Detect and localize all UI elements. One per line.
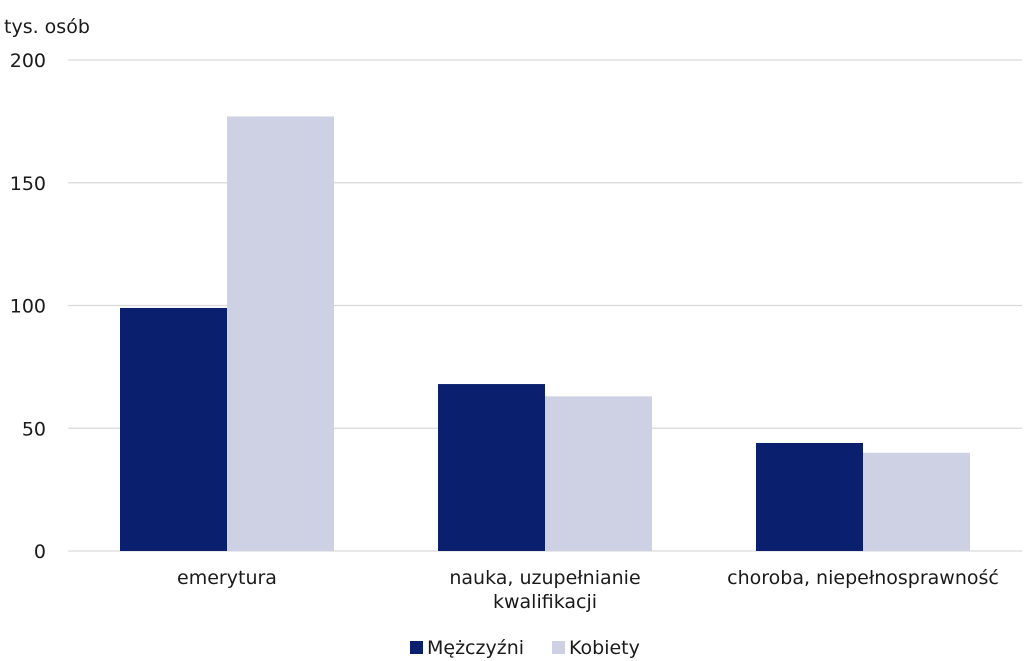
legend-label: Kobiety [569, 637, 640, 659]
y-axis-tick-labels: 0 50 100 150 200 [10, 50, 46, 563]
y-tick-label: 100 [10, 296, 46, 318]
bar-men [438, 384, 545, 551]
bar-women [545, 396, 652, 551]
x-category-label: choroba, niepełnosprawność [727, 567, 999, 589]
y-tick-label: 0 [34, 541, 46, 563]
bar-women [863, 452, 970, 551]
y-tick-label: 150 [10, 173, 46, 195]
y-tick-label: 200 [10, 50, 46, 72]
x-axis-category-labels: emerytura nauka, uzupełnianiekwalifikacji… [177, 567, 999, 613]
bar-women [227, 116, 334, 551]
x-category-label: nauka, uzupełnianie [449, 567, 640, 589]
y-tick-label: 50 [22, 418, 46, 440]
bar-men [756, 442, 863, 551]
bar-men [120, 307, 227, 551]
x-category-label: kwalifikacji [493, 591, 597, 613]
legend: Mężczyźni Kobiety [410, 637, 640, 659]
legend-swatch-women [552, 641, 565, 654]
legend-label: Mężczyźni [427, 637, 524, 659]
x-category-label: emerytura [177, 567, 277, 589]
y-axis-unit-label: tys. osób [4, 16, 90, 38]
bars [120, 116, 970, 551]
legend-swatch-men [410, 641, 423, 654]
